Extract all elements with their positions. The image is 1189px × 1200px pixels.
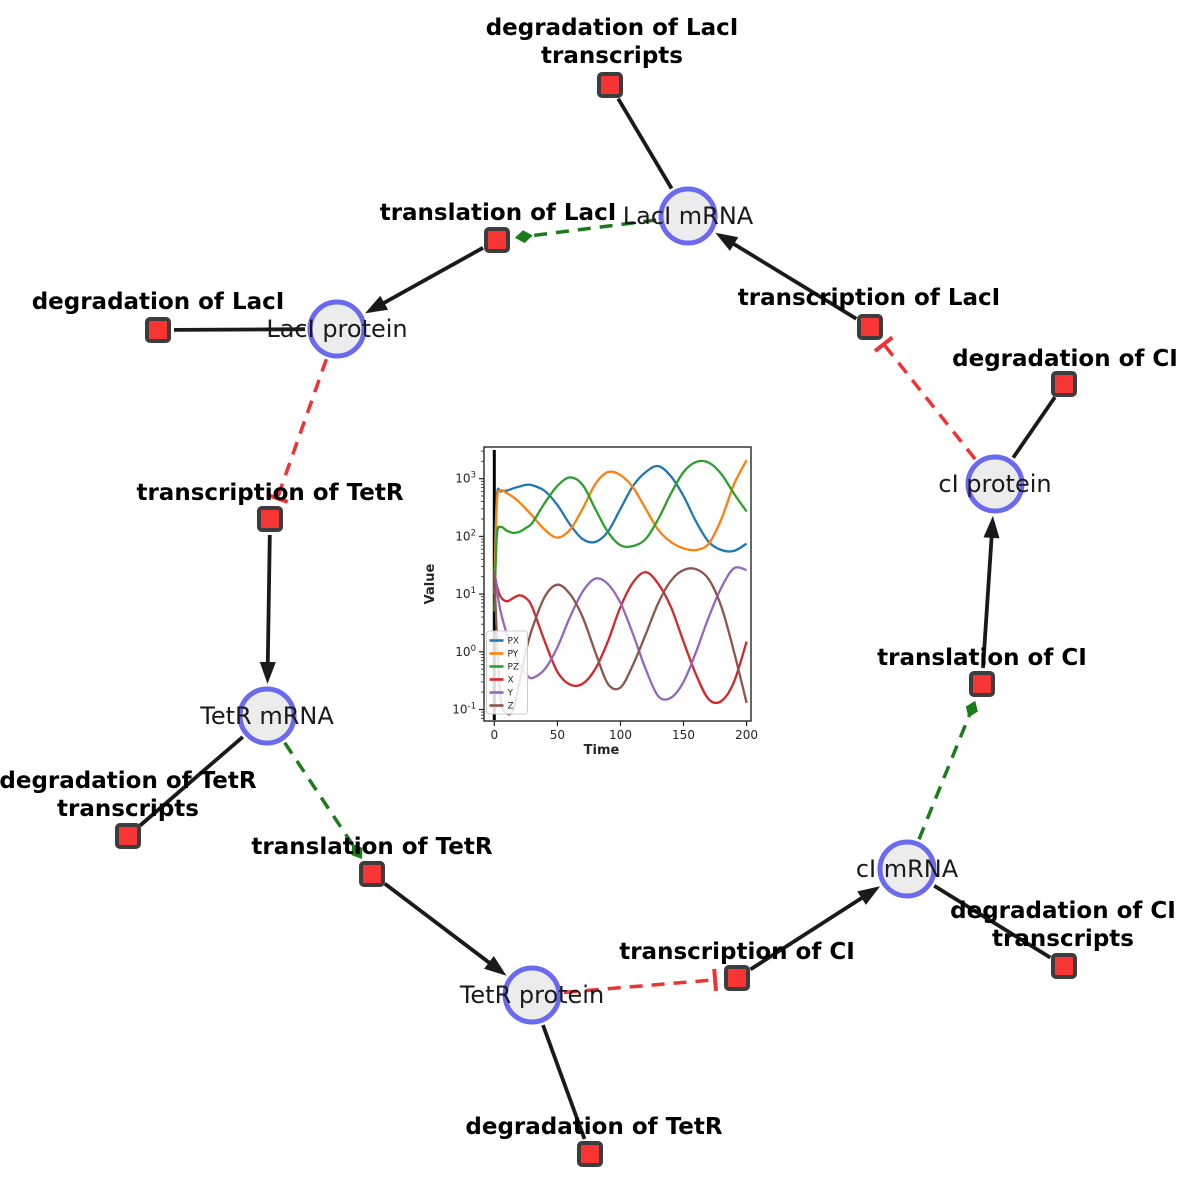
reaction-node-transcription-laci[interactable] <box>857 314 883 340</box>
species-label-tetr-mrna: TetR mRNA <box>199 702 334 730</box>
reaction-node-deg-tetr[interactable] <box>577 1141 603 1167</box>
edges-layer <box>138 97 1057 1140</box>
edge-laci-protein-transcription-tetr <box>266 358 329 504</box>
reaction-nodes-layer <box>115 72 1077 1167</box>
species-label-ci-mrna: cI mRNA <box>856 855 959 883</box>
edge-transcription-ci-ci-mrna <box>749 886 881 971</box>
chart-legend-label-PZ: PZ <box>508 663 520 673</box>
chart-legend-label-Z: Z <box>508 702 514 712</box>
edge-ci-mrna-translation-ci <box>917 700 978 840</box>
reaction-label-transcription-ci: transcription of CI <box>619 939 855 965</box>
reaction-node-transcription-ci[interactable] <box>724 965 750 991</box>
reaction-node-deg-tetr-transcripts[interactable] <box>115 823 141 849</box>
chart-x-tick-label-50: 50 <box>550 728 565 742</box>
edge-translation-ci-ci-protein <box>981 515 1000 669</box>
reaction-node-translation-laci[interactable] <box>484 227 510 253</box>
reaction-node-deg-laci[interactable] <box>145 317 171 343</box>
labels-layer: degradation of LacI transcripts translatio… <box>0 15 1178 1140</box>
reaction-label-translation-laci: translation of LacI <box>380 200 617 226</box>
reaction-label-deg-ci: degradation of CI <box>952 346 1178 372</box>
species-label-laci-mrna: LacI mRNA <box>623 202 754 230</box>
reaction-label-transcription-laci: transcription of LacI <box>738 285 1001 311</box>
reaction-label-translation-ci: translation of CI <box>877 645 1087 671</box>
chart-y-tick-label-10^2: 102 <box>455 528 476 543</box>
reaction-label-deg-laci: degradation of LacI <box>32 289 285 315</box>
reaction-node-deg-ci-transcripts[interactable] <box>1051 953 1077 979</box>
chart-y-tick-label-10^1: 101 <box>455 586 476 601</box>
species-label-tetr-protein: TetR protein <box>459 981 604 1009</box>
species-nodes-layer <box>237 186 1025 1025</box>
edge-translation-laci-laci-protein <box>365 246 484 314</box>
reaction-label-translation-tetr: translation of TetR <box>251 834 492 860</box>
chart-x-tick-label-150: 150 <box>672 728 695 742</box>
chart-x-tick-label-0: 0 <box>490 728 498 742</box>
reaction-node-deg-laci-transcripts[interactable] <box>597 72 623 98</box>
chart-legend: PX PY PZ XYZ <box>486 630 528 715</box>
chart-series-X <box>493 570 748 705</box>
reaction-node-translation-tetr[interactable] <box>359 861 385 887</box>
reaction-label-deg-tetr: degradation of TetR <box>465 1114 722 1140</box>
edge-laci-protein-deg-laci <box>173 327 306 332</box>
edge-laci-mrna-translation-laci <box>514 218 657 244</box>
chart-y-tick-label-10^0: 100 <box>455 644 476 659</box>
chart-legend-label-PX: PX <box>508 637 520 647</box>
chart-x-tick-label-100: 100 <box>609 728 632 742</box>
chart-series-layer <box>493 459 748 716</box>
chart-x-tick-label-200: 200 <box>735 728 758 742</box>
species-node-laci-mrna[interactable] <box>658 186 718 246</box>
edge-ci-protein-deg-ci <box>1011 396 1057 459</box>
chart-series-PZ <box>493 459 748 612</box>
edge-transcription-tetr-tetr-mrna <box>259 534 276 684</box>
reaction-label-transcription-tetr: transcription of TetR <box>136 480 403 506</box>
chart-legend-label-Y: Y <box>507 689 514 699</box>
edge-ci-mrna-deg-ci-transcripts <box>933 884 1052 960</box>
reaction-node-transcription-tetr[interactable] <box>257 506 283 532</box>
reaction-node-translation-ci[interactable] <box>969 671 995 697</box>
reaction-label-deg-ci-transcripts: degradation of CI transcripts <box>950 898 1176 952</box>
species-node-tetr-protein[interactable] <box>502 965 562 1025</box>
edge-translation-tetr-tetr-protein <box>383 882 507 976</box>
species-label-laci-protein: LacI protein <box>266 315 407 343</box>
species-node-tetr-mrna[interactable] <box>237 686 297 746</box>
chart-y-axis-label: Value <box>423 563 438 604</box>
chart-series-PY <box>493 459 748 595</box>
chart-y-tick-label-10^3: 103 <box>455 471 476 486</box>
species-node-laci-protein[interactable] <box>307 299 367 359</box>
reaction-label-deg-tetr-transcripts: degradation of TetR transcripts <box>0 768 257 822</box>
chart-legend-label-X: X <box>508 676 514 686</box>
chart-legend-label-PY: PY <box>508 650 519 660</box>
edge-ci-protein-transcription-laci <box>873 335 977 461</box>
edge-tetr-mrna-translation-tetr <box>283 741 363 859</box>
edge-tetr-protein-transcription-ci <box>563 968 718 995</box>
species-node-ci-protein[interactable] <box>965 454 1025 514</box>
species-node-ci-mrna[interactable] <box>877 839 937 899</box>
chart-y-tick-label-10^-1: 10-1 <box>452 702 476 717</box>
edge-laci-mrna-deg-laci-transcripts <box>616 97 674 190</box>
chart-series-PX <box>493 464 748 584</box>
reaction-label-deg-laci-transcripts: degradation of LacI transcripts <box>486 15 739 69</box>
reaction-node-deg-ci[interactable] <box>1051 371 1077 397</box>
edge-transcription-laci-laci-mrna <box>715 232 858 321</box>
chart-axes-frame <box>483 446 752 722</box>
edge-tetr-protein-deg-tetr <box>541 1024 587 1140</box>
chart-x-axis-label: Time <box>584 743 620 758</box>
edge-tetr-mrna-deg-tetr-transcripts <box>138 735 245 827</box>
species-label-ci-protein: cI protein <box>938 470 1051 498</box>
